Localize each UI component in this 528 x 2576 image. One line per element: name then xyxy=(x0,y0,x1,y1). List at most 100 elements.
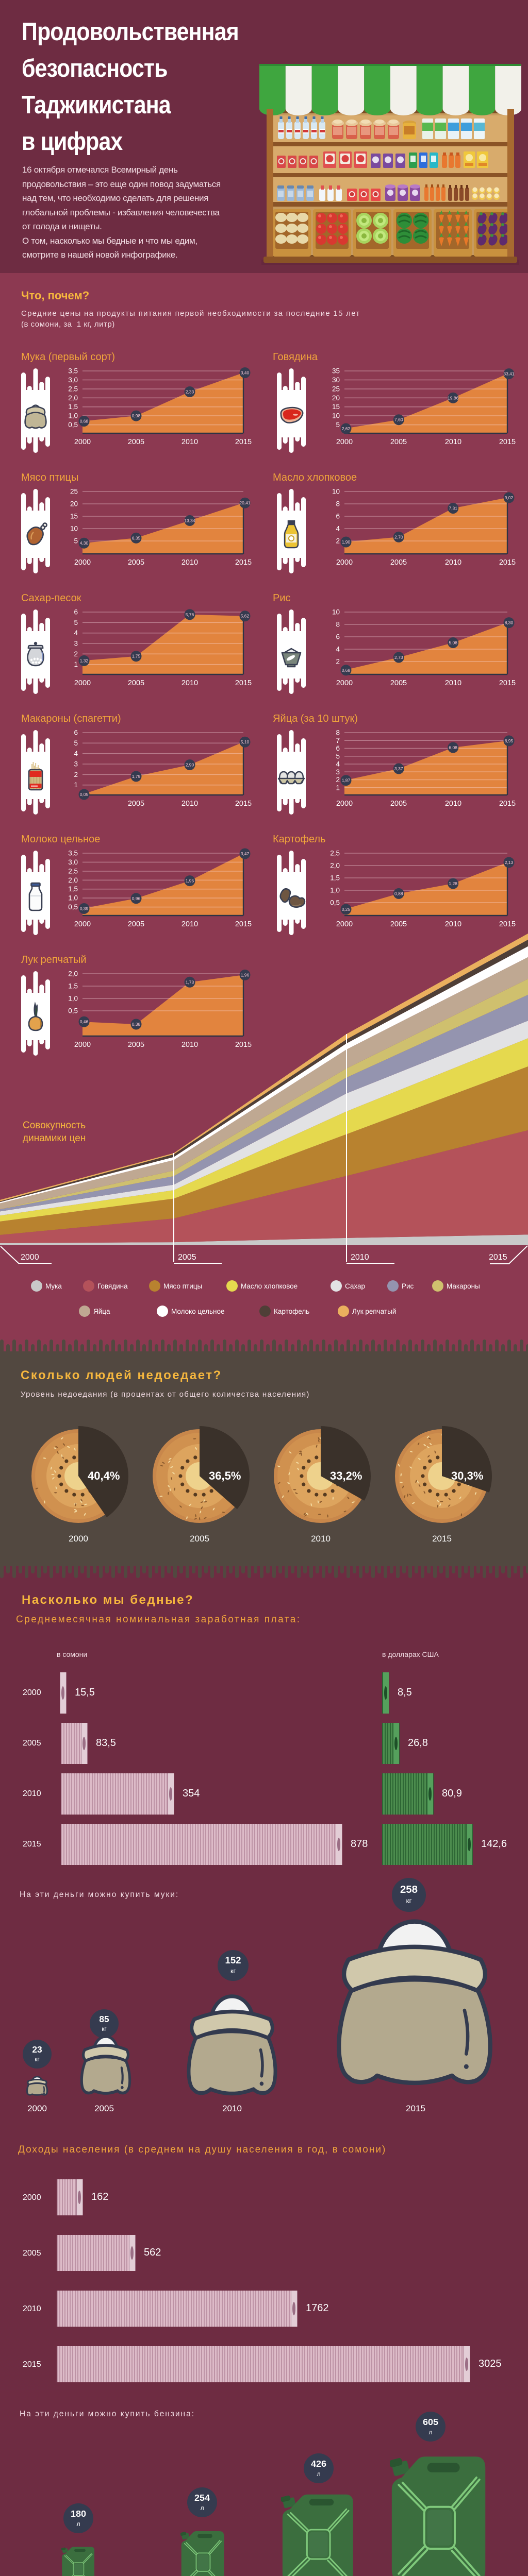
svg-text:Лук репчатый: Лук репчатый xyxy=(352,1308,396,1315)
svg-text:Масло хлопковое: Масло хлопковое xyxy=(241,1282,298,1290)
svg-text:1,75: 1,75 xyxy=(132,654,141,659)
svg-text:6,95: 6,95 xyxy=(505,738,514,743)
svg-text:1,79: 1,79 xyxy=(132,774,141,779)
svg-text:2005: 2005 xyxy=(128,1041,144,1049)
svg-text:0,38: 0,38 xyxy=(132,1022,141,1027)
svg-text:10: 10 xyxy=(332,608,340,616)
svg-text:7,31: 7,31 xyxy=(449,506,457,511)
svg-text:2005: 2005 xyxy=(128,438,144,446)
svg-text:2,5: 2,5 xyxy=(68,867,78,875)
svg-text:6: 6 xyxy=(336,513,340,520)
svg-text:25: 25 xyxy=(332,385,340,393)
svg-text:0,46: 0,46 xyxy=(80,1019,89,1024)
svg-text:2,73: 2,73 xyxy=(394,655,403,660)
svg-text:25: 25 xyxy=(70,488,78,496)
svg-text:1,5: 1,5 xyxy=(68,982,78,990)
svg-text:Молоко цельное: Молоко цельное xyxy=(171,1308,225,1315)
svg-text:5,08: 5,08 xyxy=(449,640,457,646)
svg-text:2000: 2000 xyxy=(336,679,353,687)
svg-text:15: 15 xyxy=(70,513,78,520)
svg-text:3: 3 xyxy=(336,768,340,776)
svg-text:1,28: 1,28 xyxy=(449,881,457,886)
svg-text:7,60: 7,60 xyxy=(394,417,403,422)
svg-text:Сахар: Сахар xyxy=(345,1282,365,1290)
svg-text:5,76: 5,76 xyxy=(186,612,194,617)
svg-text:2015: 2015 xyxy=(499,438,516,446)
svg-text:5: 5 xyxy=(336,752,340,760)
svg-text:20: 20 xyxy=(332,394,340,402)
svg-text:2,70: 2,70 xyxy=(394,534,403,539)
svg-text:5: 5 xyxy=(74,619,78,626)
svg-text:2015: 2015 xyxy=(499,800,516,808)
svg-text:6,35: 6,35 xyxy=(132,535,141,540)
svg-text:1,73: 1,73 xyxy=(186,979,194,985)
svg-text:2000: 2000 xyxy=(336,920,353,928)
svg-text:2005: 2005 xyxy=(128,558,144,567)
svg-text:2,33: 2,33 xyxy=(186,389,194,394)
svg-text:3,37: 3,37 xyxy=(394,766,403,771)
svg-text:30: 30 xyxy=(332,376,340,384)
svg-text:6: 6 xyxy=(336,633,340,641)
svg-text:4: 4 xyxy=(336,525,340,533)
svg-text:2: 2 xyxy=(74,650,78,658)
svg-text:15: 15 xyxy=(332,403,340,411)
svg-text:8: 8 xyxy=(336,500,340,508)
svg-text:2,90: 2,90 xyxy=(186,762,194,768)
svg-text:8: 8 xyxy=(336,621,340,629)
svg-text:2015: 2015 xyxy=(235,679,252,687)
svg-text:2010: 2010 xyxy=(182,558,198,567)
svg-text:20,41: 20,41 xyxy=(239,500,251,505)
svg-text:0,68: 0,68 xyxy=(80,419,89,424)
svg-text:2005: 2005 xyxy=(390,558,407,567)
svg-text:2: 2 xyxy=(336,537,340,545)
svg-text:5: 5 xyxy=(336,421,340,429)
svg-text:Рис: Рис xyxy=(402,1282,414,1290)
svg-text:2000: 2000 xyxy=(336,800,353,808)
svg-text:2: 2 xyxy=(336,776,340,784)
svg-text:5: 5 xyxy=(74,537,78,545)
svg-text:1,90: 1,90 xyxy=(342,539,351,545)
svg-text:0,05: 0,05 xyxy=(80,792,89,797)
svg-text:2010: 2010 xyxy=(182,679,198,687)
svg-text:7: 7 xyxy=(336,737,340,744)
svg-text:2010: 2010 xyxy=(445,558,461,567)
svg-text:0,96: 0,96 xyxy=(132,896,141,901)
svg-text:2015: 2015 xyxy=(499,558,516,567)
svg-text:1,32: 1,32 xyxy=(80,658,89,663)
svg-text:1: 1 xyxy=(74,781,78,789)
svg-text:6: 6 xyxy=(74,608,78,616)
svg-text:2,0: 2,0 xyxy=(68,970,78,978)
svg-text:2005: 2005 xyxy=(390,438,407,446)
svg-text:2010: 2010 xyxy=(182,1041,198,1049)
svg-text:8: 8 xyxy=(336,729,340,737)
svg-text:6,08: 6,08 xyxy=(449,745,457,750)
svg-text:1,96: 1,96 xyxy=(241,972,250,977)
svg-text:Картофель: Картофель xyxy=(274,1308,309,1315)
svg-text:0,68: 0,68 xyxy=(342,668,351,673)
svg-text:0,5: 0,5 xyxy=(68,1007,78,1015)
svg-text:1,95: 1,95 xyxy=(186,878,194,884)
svg-text:2005: 2005 xyxy=(128,800,144,808)
svg-text:2000: 2000 xyxy=(74,679,91,687)
svg-text:3,0: 3,0 xyxy=(68,858,78,866)
svg-text:4: 4 xyxy=(74,750,78,757)
svg-text:19,86: 19,86 xyxy=(448,395,459,400)
svg-text:3,5: 3,5 xyxy=(68,850,78,857)
svg-text:Мука: Мука xyxy=(45,1282,62,1290)
svg-text:2010: 2010 xyxy=(182,920,198,928)
svg-text:Говядина: Говядина xyxy=(97,1282,128,1290)
svg-text:35: 35 xyxy=(332,367,340,375)
svg-text:1,0: 1,0 xyxy=(68,894,78,902)
svg-text:2000: 2000 xyxy=(74,1041,91,1049)
svg-text:10: 10 xyxy=(332,488,340,496)
svg-text:10: 10 xyxy=(332,412,340,420)
svg-text:2005: 2005 xyxy=(128,679,144,687)
svg-text:20: 20 xyxy=(70,500,78,508)
svg-text:Мясо птицы: Мясо птицы xyxy=(163,1282,202,1290)
svg-text:Макароны: Макароны xyxy=(447,1282,480,1290)
svg-text:2,5: 2,5 xyxy=(330,850,340,857)
svg-text:2: 2 xyxy=(74,771,78,778)
svg-text:5: 5 xyxy=(74,739,78,747)
svg-text:13,34: 13,34 xyxy=(184,518,195,523)
svg-text:4,30: 4,30 xyxy=(80,540,89,546)
